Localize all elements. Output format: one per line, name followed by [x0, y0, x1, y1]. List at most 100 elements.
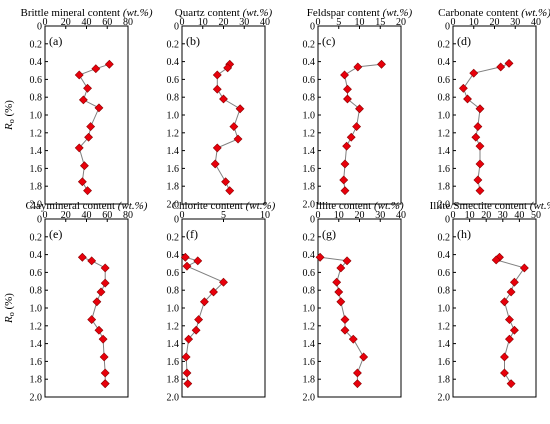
y-tick-label: 0.4: [167, 250, 180, 261]
x-tick-label: 40: [260, 17, 270, 28]
data-point: [355, 104, 364, 114]
data-point: [94, 325, 104, 335]
data-point: [100, 368, 110, 378]
data-point: [212, 84, 222, 94]
data-point: [86, 122, 96, 131]
y-tick-label: 2.0: [30, 200, 43, 211]
x-tick-label: 5: [221, 210, 226, 221]
data-point: [194, 315, 204, 324]
data-point: [96, 287, 106, 297]
panel-title: Quartz content (wt.%): [175, 7, 273, 19]
data-point: [212, 143, 222, 153]
y-axis-label: Ro (%): [3, 100, 16, 131]
data-point: [210, 159, 220, 169]
y-tick-label: 1.8: [167, 182, 180, 193]
panel-label: (e): [49, 227, 62, 241]
x-tick-label: 0: [316, 17, 321, 28]
y-tick-label: 1.0: [30, 111, 43, 122]
y-tick-label: 1.8: [30, 375, 43, 386]
data-point: [458, 83, 468, 93]
y-tick-label: 1.2: [30, 321, 43, 332]
plot-frame: [44, 218, 129, 398]
data-point: [181, 352, 191, 362]
y-tick-label: 1.8: [438, 375, 451, 386]
x-tick-label: 40: [82, 17, 92, 28]
panel-label: (g): [322, 227, 336, 241]
y-tick-label: 0: [174, 215, 179, 226]
panel-title: Illite content (wt.%): [315, 200, 404, 212]
data-point: [83, 186, 92, 196]
data-point: [475, 141, 485, 151]
y-tick-label: 1.2: [303, 128, 316, 139]
y-tick-label: 0.6: [438, 75, 451, 86]
y-tick-label: 1.0: [438, 304, 451, 315]
y-tick-label: 1.2: [167, 128, 180, 139]
y-tick-label: 0: [310, 22, 315, 33]
y-tick-label: 1.8: [167, 375, 180, 386]
y-tick-label: 0.2: [167, 232, 180, 243]
y-tick-label: 2.0: [167, 200, 180, 211]
y-tick-label: 1.4: [438, 339, 451, 350]
plot-frame: [317, 25, 402, 205]
x-tick-label: 0: [451, 17, 456, 28]
data-point: [469, 68, 479, 78]
data-point: [78, 95, 88, 105]
data-point: [359, 352, 369, 362]
y-tick-label: 0.6: [167, 268, 180, 279]
data-point: [221, 177, 230, 187]
y-tick-label: 1.6: [30, 164, 43, 175]
y-tick-label: 1.0: [303, 304, 316, 315]
data-point: [500, 352, 509, 362]
data-point: [191, 325, 201, 335]
data-point: [77, 252, 87, 262]
data-point: [336, 297, 346, 307]
x-tick-label: 60: [102, 17, 112, 28]
panel-title: Brittle mineral content (wt.%): [21, 7, 153, 19]
data-point: [212, 70, 222, 80]
x-tick-label: 10: [469, 17, 479, 28]
panel-h: Illite/Smectite content (wt.%)0102030405…: [430, 200, 550, 404]
x-tick-label: 60: [102, 210, 112, 221]
y-tick-label: 0.4: [167, 57, 180, 68]
y-tick-label: 1.6: [167, 164, 180, 175]
data-point: [180, 252, 190, 262]
data-point: [471, 132, 481, 142]
y-tick-label: 1.8: [30, 182, 43, 193]
y-tick-label: 0.4: [30, 250, 43, 261]
plot-frame: [317, 218, 402, 398]
data-point: [475, 104, 485, 114]
data-point: [199, 297, 209, 307]
y-tick-label: 2.0: [167, 393, 180, 404]
y-tick-label: 0.8: [303, 286, 316, 297]
panel-b: Quartz content (wt.%)0 10 20 30 4000.20.40.6…: [167, 7, 273, 211]
x-tick-label: 30: [375, 210, 385, 221]
data-point: [84, 132, 93, 142]
y-tick-label: 1.6: [303, 357, 316, 368]
data-point: [182, 261, 192, 271]
panel-a: Brittle mineral content (wt.%)0 20 40 60 800…: [3, 7, 153, 211]
x-tick-label: 0: [43, 17, 48, 28]
y-tick-label: 2.0: [438, 200, 451, 211]
y-tick-label: 2.0: [438, 393, 451, 404]
x-tick-label: 30: [498, 210, 508, 221]
y-tick-label: 1.4: [303, 146, 316, 157]
data-point: [340, 315, 350, 324]
y-tick-label: 1.0: [30, 304, 43, 315]
x-tick-label: 15: [375, 17, 385, 28]
y-tick-label: 1.6: [303, 164, 316, 175]
data-point: [463, 94, 472, 104]
x-tick-label: 20: [61, 17, 71, 28]
x-tick-label: 20: [61, 210, 71, 221]
y-tick-label: 1.4: [303, 339, 316, 350]
x-tick-label: 10: [260, 210, 270, 221]
panel-e: Claymineral content (wt.%)0 20 40 60 8000.20…: [3, 200, 148, 404]
x-tick-label: 0: [316, 210, 321, 221]
y-tick-label: 0.2: [167, 39, 180, 50]
data-point: [353, 368, 362, 378]
y-tick-label: 2.0: [303, 200, 316, 211]
data-point: [340, 70, 349, 80]
y-tick-label: 1.2: [438, 128, 451, 139]
panel-title: Feldspar content (wt.%): [307, 7, 413, 19]
y-tick-label: 0.2: [303, 39, 316, 50]
